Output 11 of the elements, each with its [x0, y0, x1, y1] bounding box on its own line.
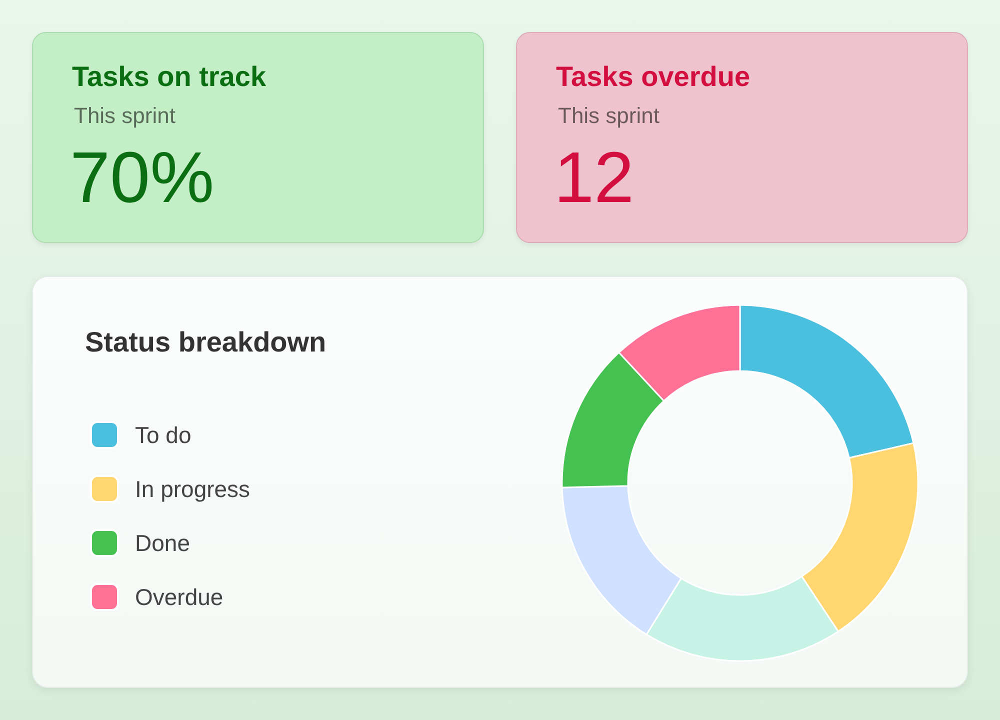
text: 12: [554, 138, 634, 218]
text: This sprint: [558, 103, 660, 128]
text: This sprint: [74, 103, 176, 128]
text: Tasks overdue: [556, 61, 750, 92]
text: 70%: [70, 138, 214, 218]
legend-label: To do: [135, 422, 192, 448]
legend-label: In progress: [135, 476, 250, 502]
legend-label: Overdue: [135, 584, 224, 610]
legend-label: Done: [135, 530, 190, 556]
text: Tasks on track: [72, 61, 266, 92]
text: Status breakdown: [85, 326, 326, 358]
